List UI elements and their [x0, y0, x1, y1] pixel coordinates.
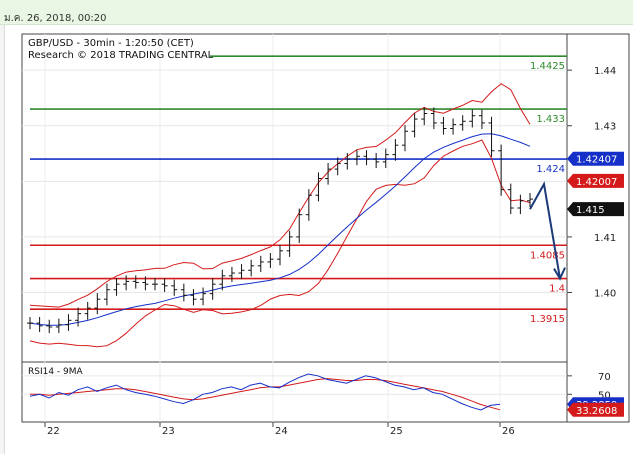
main-panel-frame	[21, 33, 568, 363]
left-scroll-strip	[0, 25, 5, 454]
price-axis	[566, 33, 630, 423]
rsi-ma-line	[30, 378, 501, 411]
upper-band	[29, 83, 531, 308]
x-tick-label: 24	[275, 426, 288, 437]
rsi-tick-label: 70	[598, 372, 611, 383]
lower-band	[29, 139, 531, 348]
level-label: 1.4085	[530, 250, 565, 261]
x-tick-label: 25	[390, 426, 403, 437]
rsi-lines	[29, 373, 501, 411]
chart-title: GBP/USD - 30min - 1:20:50 (CET)	[28, 38, 194, 49]
forecast-arrowhead	[553, 267, 566, 281]
rsi-line	[29, 373, 501, 411]
level-label: 1.4425	[530, 61, 565, 72]
price-tag-bg	[567, 202, 624, 217]
y-tick-label: 1.43	[594, 122, 616, 133]
bollinger-bands	[29, 83, 531, 348]
price-tag-bg	[567, 173, 624, 188]
level-label: 1.3915	[530, 314, 565, 325]
level-label: 1.4	[549, 284, 565, 295]
moving-average	[29, 133, 531, 326]
rsi-ma-tag: 33.2608	[576, 406, 617, 417]
x-tick-label: 23	[162, 426, 175, 437]
candles	[27, 107, 533, 334]
price-tag: 1.42007	[576, 177, 617, 188]
price-tag: 1.415	[576, 205, 605, 216]
timestamp-bar: ม.ค. 26, 2018, 00:20	[0, 0, 633, 25]
chart-subtitle: Research © 2018 TRADING CENTRAL	[28, 50, 214, 61]
level-label: 1.424	[536, 164, 565, 175]
price-levels: 1.4425 1.433 1.424 1.4085 1.4 1.3915	[30, 55, 567, 325]
rsi-tick-label: 50	[598, 390, 611, 401]
rsi-panel-frame	[21, 361, 568, 423]
x-tick-label: 26	[502, 426, 515, 437]
price-tag-bg	[567, 151, 624, 166]
y-tick-label: 1.44	[594, 66, 616, 77]
timestamp: ม.ค. 26, 2018, 00:20	[4, 13, 107, 24]
level-label: 1.433	[536, 114, 565, 125]
y-tick-label: 1.41	[594, 233, 616, 244]
rsi-title: RSI14 - 9MA	[28, 367, 84, 377]
price-tag: 1.42407	[576, 155, 617, 166]
rsi-ma-tag-bg	[567, 402, 624, 417]
forecast-path	[529, 181, 561, 279]
grid	[22, 34, 567, 422]
y-tick-label: 1.40	[594, 289, 616, 300]
x-tick-label: 22	[47, 426, 60, 437]
forecast-arrow	[529, 181, 566, 281]
x-axis-ticks: 22 23 24 25 26	[44, 422, 515, 437]
